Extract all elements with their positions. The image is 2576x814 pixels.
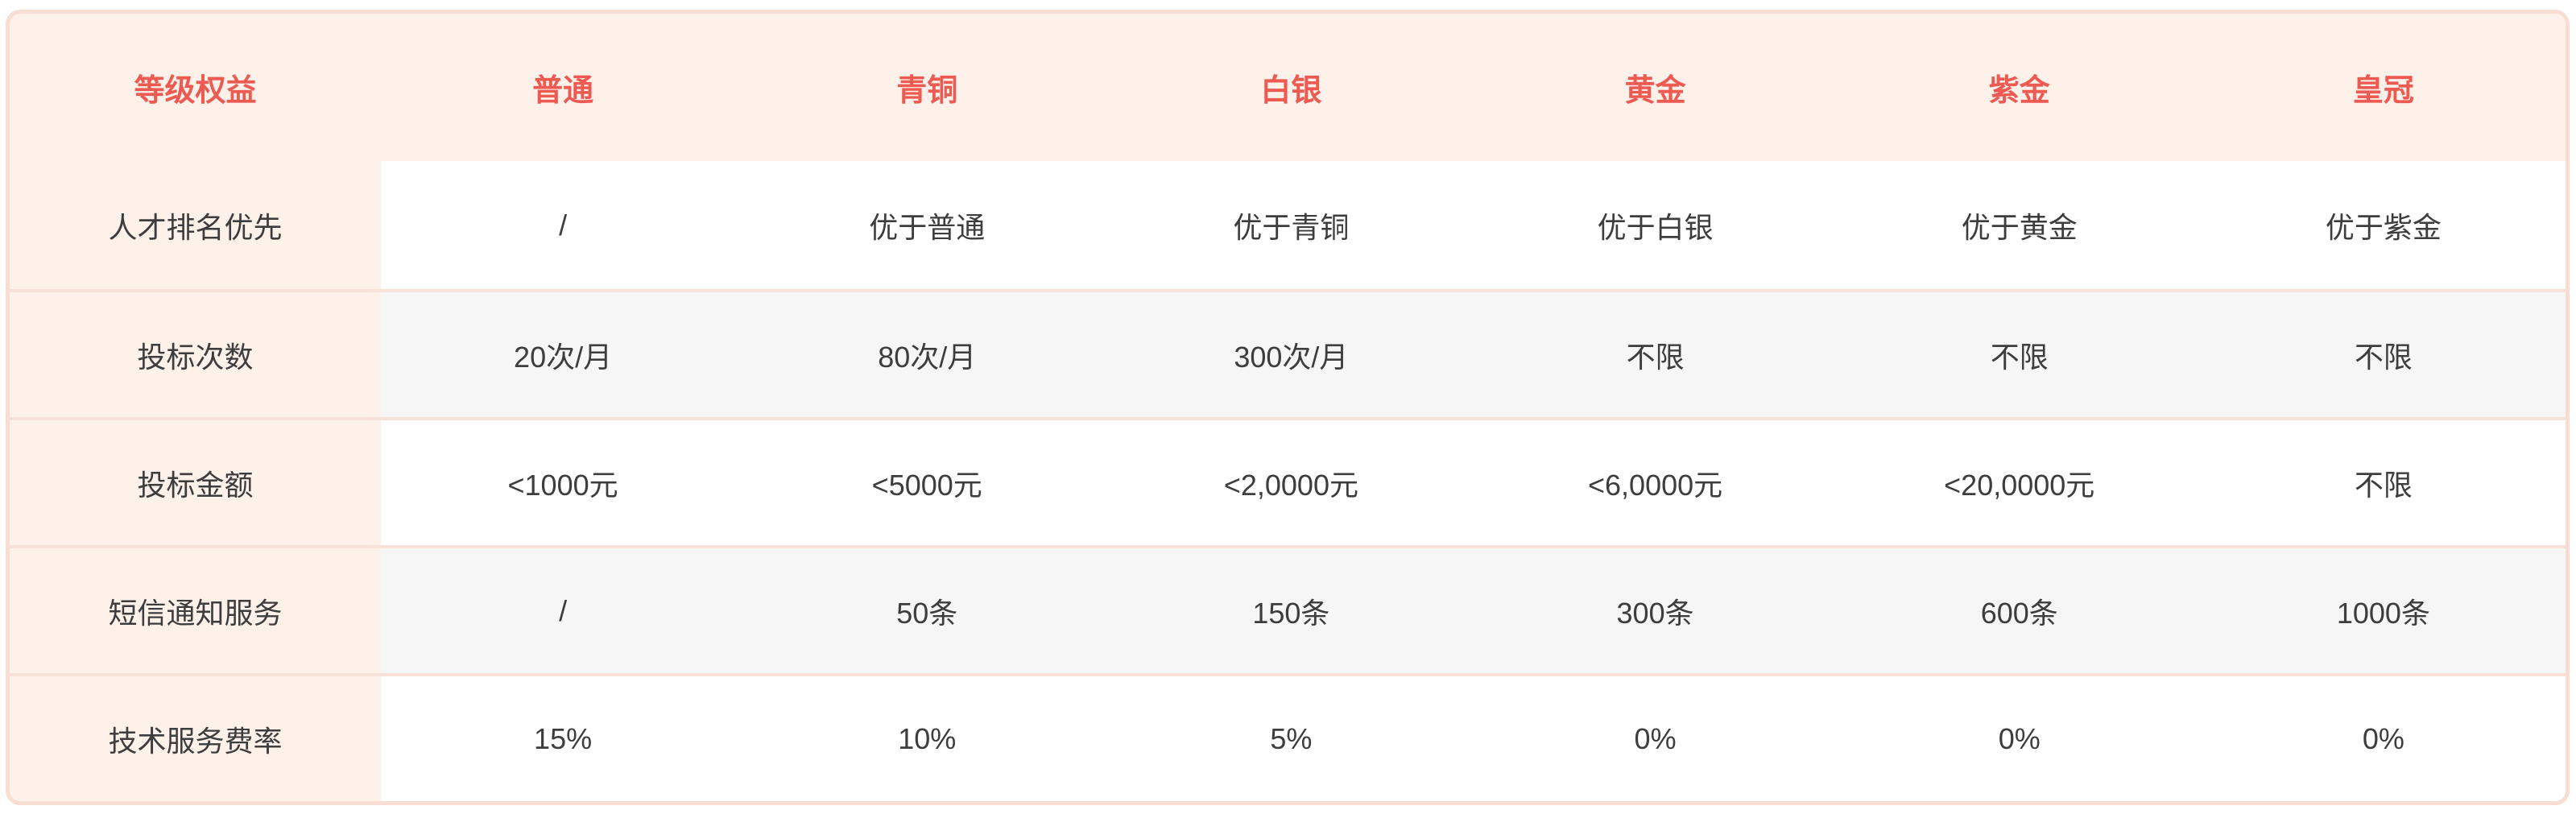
row-label-bid-amount: 投标金额 [10,417,381,545]
value-cell: 5% [1109,673,1474,801]
value-cell: 优于青铜 [1109,161,1474,289]
value-cell: / [381,161,746,289]
benefits-card: 等级权益 普通 青铜 白银 黄金 紫金 皇冠 人才排名优先 / 优于普通 优于青… [6,10,2570,805]
tier-header-qingtong: 青铜 [896,74,958,108]
row-label-talent-ranking: 人才排名优先 [108,210,283,244]
value-cell: 不限 [1837,289,2202,417]
tier-header-putong: 普通 [532,74,594,108]
value-cell: 10% [745,673,1110,801]
value-cell: / [381,545,746,673]
tier-header-baiyin: 白银 [1260,74,1322,108]
value-cell: <5000元 [745,417,1110,545]
value-cell: 600条 [1837,545,2202,673]
value-cell: 80次/月 [745,289,1110,417]
value-cell: 300条 [1473,545,1838,673]
value-cell: 50条 [745,545,1110,673]
value-cell: <1000元 [381,417,746,545]
row-label-service-fee-rate: 技术服务费率 [10,673,381,801]
value-cell: 300次/月 [1109,289,1474,417]
value-cell: 0% [1837,673,2202,801]
value-cell: 不限 [1473,289,1838,417]
value-cell: <20,0000元 [1837,417,2202,545]
value-cell: 不限 [2201,289,2566,417]
corner-header-cell: 等级权益 [134,74,257,108]
value-cell: 优于紫金 [2201,161,2566,289]
value-cell: 不限 [2201,417,2566,545]
value-cell: 0% [2201,673,2566,801]
value-cell: 优于白银 [1473,161,1838,289]
row-label-sms-service: 短信通知服务 [10,545,381,673]
value-cell: 优于黄金 [1837,161,2202,289]
benefits-table: 等级权益 普通 青铜 白银 黄金 紫金 皇冠 人才排名优先 / 优于普通 优于青… [10,14,2566,801]
value-cell: 20次/月 [381,289,746,417]
value-cell: 优于普通 [745,161,1110,289]
row-label-bid-count: 投标次数 [10,289,381,417]
value-cell: 15% [381,673,746,801]
value-cell: <6,0000元 [1473,417,1838,545]
value-cell: <2,0000元 [1109,417,1474,545]
value-cell: 150条 [1109,545,1474,673]
value-cell: 0% [1473,673,1838,801]
tier-header-huangjin: 黄金 [1624,74,1686,108]
tier-header-zijin: 紫金 [1988,74,2050,108]
tier-header-huangguan: 皇冠 [2352,74,2414,108]
value-cell: 1000条 [2201,545,2566,673]
